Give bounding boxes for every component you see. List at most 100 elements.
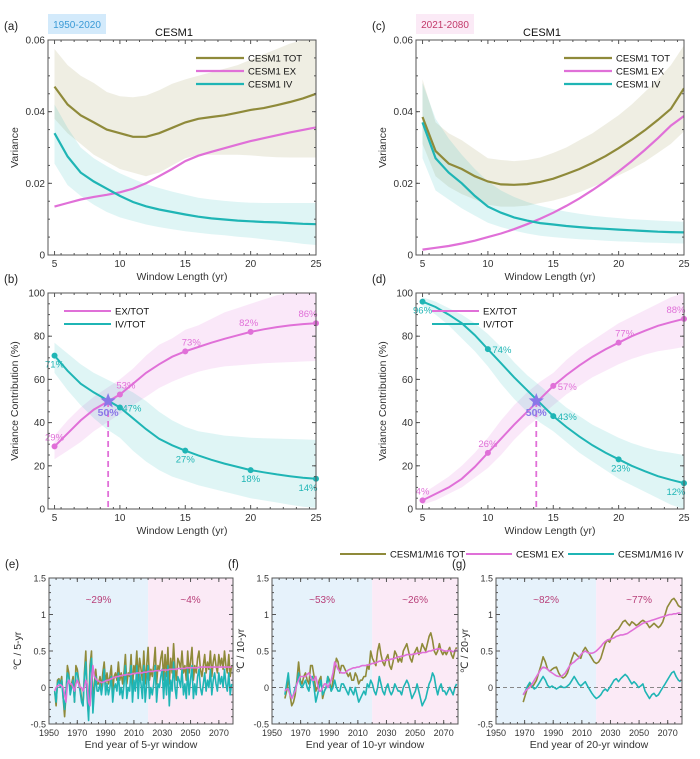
y-tick-label: 1.5 xyxy=(256,574,269,584)
y-tick-label: 1.5 xyxy=(480,574,493,584)
x-tick-label: 20 xyxy=(245,513,257,524)
panel-label: (b) xyxy=(4,274,18,286)
x-tick-label: 20 xyxy=(613,513,625,524)
x-tick-label: 15 xyxy=(548,513,560,524)
bottom-legend: CESM1/M16 TOT CESM1 EX CESM1/M16 IV xyxy=(340,550,684,561)
y-tick-label: 1 xyxy=(264,610,269,620)
band-iv xyxy=(54,342,316,508)
legend-label-iv: CESM1/M16 IV xyxy=(618,550,684,561)
period-tag-bg xyxy=(416,14,474,34)
y-tick-label: 20 xyxy=(34,461,46,472)
plot-area xyxy=(522,597,682,703)
y-tick-label: 0.5 xyxy=(480,647,493,657)
x-axis-label: End year of 20-yr window xyxy=(530,739,649,751)
y-tick-label: 60 xyxy=(34,375,46,386)
band-iv xyxy=(422,83,684,244)
y-axis-label: ℃ / 10-yr xyxy=(235,628,247,673)
panel-f: 1950 1970 1990 2010 2030 2050 2070 -0.5 0 0.5 1 1.5… xyxy=(228,559,459,751)
marker-label-iv: 43% xyxy=(558,412,578,423)
marker-ex xyxy=(550,382,557,389)
marker-label-iv: 96% xyxy=(413,306,433,317)
y-tick-label: 0 xyxy=(488,683,493,693)
x-tick-label: 1970 xyxy=(67,728,87,738)
y-tick-label: 0.04 xyxy=(26,107,46,118)
y-tick-label: 0.06 xyxy=(26,36,46,47)
x-tick-label: 15 xyxy=(180,259,192,270)
crossover-star-icon xyxy=(528,393,544,408)
y-tick-label: 0 xyxy=(407,505,413,516)
marker-iv xyxy=(550,413,557,420)
crossover-label: 50% xyxy=(98,407,120,419)
x-tick-label: 2070 xyxy=(434,728,454,738)
x-tick-label: 2030 xyxy=(152,728,172,738)
x-axis-label: Window Length (yr) xyxy=(136,525,227,537)
marker-ex xyxy=(116,391,123,398)
marker-iv xyxy=(247,467,254,474)
y-tick-label: -0.5 xyxy=(253,720,269,730)
x-tick-label: 20 xyxy=(613,259,625,270)
line-tot xyxy=(284,632,458,707)
panel-c: 5 10 15 20 25 0 0.02 0.04 0.06 Window Length (yr)… xyxy=(372,14,690,283)
period1-percent: ~82% xyxy=(533,595,559,606)
crossover-label: 50% xyxy=(526,407,548,419)
marker-label-iv: 18% xyxy=(241,474,261,485)
panel-label: (g) xyxy=(452,559,466,571)
marker-iv xyxy=(615,456,622,463)
legend-label-iv: IV/TOT xyxy=(483,320,514,331)
panel-label: (c) xyxy=(372,21,386,33)
period1-percent: ~29% xyxy=(86,595,112,606)
marker-iv xyxy=(484,346,491,353)
x-tick-label: 5 xyxy=(52,259,58,270)
y-tick-label: 0.02 xyxy=(394,179,414,190)
x-tick-label: 2050 xyxy=(629,728,649,738)
marker-label-iv: 23% xyxy=(611,463,631,474)
legend-label-ex: CESM1 EX xyxy=(616,67,665,78)
x-tick-label: 2030 xyxy=(376,728,396,738)
legend-label-iv: CESM1 IV xyxy=(616,80,661,91)
y-tick-label: 60 xyxy=(402,375,414,386)
plot-area xyxy=(422,293,684,509)
y-tick-label: 1.5 xyxy=(33,574,46,584)
marker-label-ex: 4% xyxy=(416,486,430,497)
x-tick-label: 5 xyxy=(420,259,426,270)
panel-label: (e) xyxy=(5,559,19,571)
legend-label-iv: CESM1 IV xyxy=(248,80,293,91)
y-tick-label: 0 xyxy=(264,683,269,693)
period1-background xyxy=(496,578,597,724)
x-axis-label: End year of 5-yr window xyxy=(85,739,198,751)
y-tick-label: 0.02 xyxy=(26,179,46,190)
legend-label-tot: CESM1 TOT xyxy=(616,54,670,65)
panel-title: CESM1 xyxy=(155,27,193,39)
x-axis-label: Window Length (yr) xyxy=(504,525,595,537)
marker-label-ex: 73% xyxy=(182,337,202,348)
x-tick-label: 10 xyxy=(482,513,494,524)
line-iv xyxy=(53,132,316,226)
period2-background xyxy=(596,578,682,724)
marker-ex xyxy=(615,339,622,346)
y-axis-label: ℃ / 5-yr xyxy=(12,631,24,670)
y-axis-label: Variance Contribution (%) xyxy=(377,341,389,460)
y-axis-label: ℃ / 20-yr xyxy=(459,628,471,673)
y-tick-label: 80 xyxy=(34,332,46,343)
period-tag: 2021-2080 xyxy=(421,20,469,31)
line-ex xyxy=(422,115,684,251)
y-axis-label: Variance xyxy=(9,127,21,168)
x-tick-label: 5 xyxy=(52,513,58,524)
marker-label-ex: 82% xyxy=(239,318,259,329)
x-tick-label: 2010 xyxy=(348,728,368,738)
y-tick-label: -0.5 xyxy=(30,720,46,730)
x-tick-label: 15 xyxy=(180,513,192,524)
panel-label: (a) xyxy=(4,21,18,33)
line-iv xyxy=(284,672,458,707)
x-tick-label: 1990 xyxy=(319,728,339,738)
marker-label-ex: 88% xyxy=(666,305,686,316)
period1-percent: ~53% xyxy=(309,595,335,606)
period2-percent: ~77% xyxy=(626,595,652,606)
marker-ex xyxy=(247,328,254,335)
y-tick-label: 0 xyxy=(39,251,45,262)
crossover-star-icon xyxy=(100,393,116,408)
y-axis-label: Variance Contribution (%) xyxy=(9,341,21,460)
y-tick-label: 100 xyxy=(396,289,413,300)
panel-b: 29% 53% 73% 82% 86% 71% 47% 27% 18% 14% 50% 5 10 15 20… xyxy=(4,274,322,537)
legend-label-tot: CESM1 TOT xyxy=(248,54,302,65)
